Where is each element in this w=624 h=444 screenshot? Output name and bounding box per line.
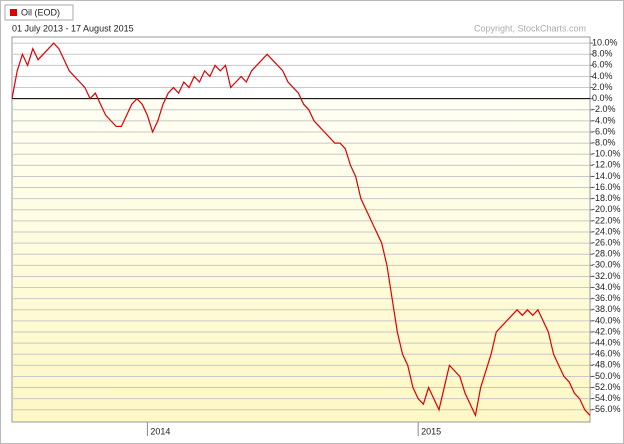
y-tick-label: 0.0% — [592, 93, 613, 103]
x-tick-label: 2014 — [150, 426, 170, 436]
y-tick-label: -42.0% — [592, 326, 621, 336]
y-tick-label: -14.0% — [592, 171, 621, 181]
y-tick-label: -20.0% — [592, 204, 621, 214]
y-tick-label: -38.0% — [592, 304, 621, 314]
y-tick-label: -22.0% — [592, 215, 621, 225]
y-tick-label: 6.0% — [592, 60, 613, 70]
y-tick-label: -6.0% — [592, 126, 616, 136]
y-tick-label: -34.0% — [592, 282, 621, 292]
legend-label: Oil (EOD) — [21, 7, 60, 17]
y-tick-label: -54.0% — [592, 393, 621, 403]
y-tick-label: 10.0% — [592, 37, 618, 47]
y-tick-label: -16.0% — [592, 182, 621, 192]
x-tick-label: 2015 — [421, 426, 441, 436]
y-tick-label: -40.0% — [592, 315, 621, 325]
y-tick-label: -4.0% — [592, 115, 616, 125]
y-tick-label: -18.0% — [592, 193, 621, 203]
legend-swatch — [10, 9, 17, 16]
y-tick-label: -48.0% — [592, 360, 621, 370]
y-tick-label: -10.0% — [592, 149, 621, 159]
y-tick-label: 2.0% — [592, 82, 613, 92]
y-tick-label: -32.0% — [592, 271, 621, 281]
y-tick-label: -46.0% — [592, 349, 621, 359]
y-tick-label: -52.0% — [592, 382, 621, 392]
y-tick-label: 8.0% — [592, 49, 613, 59]
y-tick-label: -44.0% — [592, 337, 621, 347]
y-tick-label: -28.0% — [592, 249, 621, 259]
plot-border — [11, 36, 591, 423]
legend-box — [4, 4, 74, 21]
y-tick-label: -8.0% — [592, 137, 616, 147]
y-tick-label: -26.0% — [592, 237, 621, 247]
y-tick-label: -12.0% — [592, 160, 621, 170]
negative-zone — [12, 98, 590, 423]
y-tick-label: -36.0% — [592, 293, 621, 303]
copyright: Copyright, StockCharts.com — [474, 23, 586, 33]
subtitle: 01 July 2013 - 17 August 2015 — [12, 23, 134, 33]
y-tick-label: -30.0% — [592, 260, 621, 270]
y-tick-label: -24.0% — [592, 226, 621, 236]
y-tick-label: -50.0% — [592, 371, 621, 381]
y-tick-label: 4.0% — [592, 71, 613, 81]
y-tick-label: -56.0% — [592, 404, 621, 414]
y-tick-label: -2.0% — [592, 104, 616, 114]
price-line — [11, 42, 591, 418]
